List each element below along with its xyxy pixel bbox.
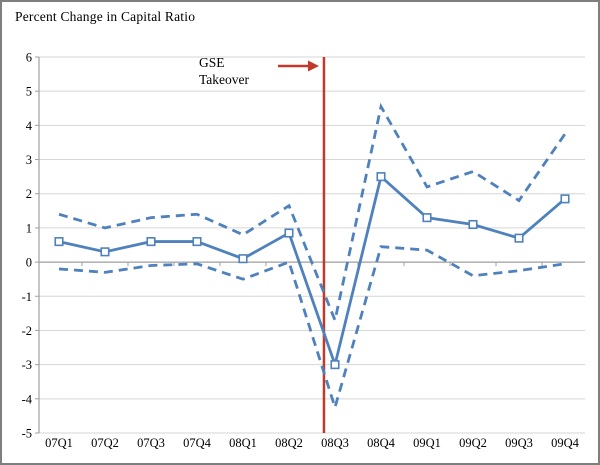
x-axis-label: 09Q1: [413, 436, 441, 450]
y-axis-label: -3: [22, 358, 32, 372]
x-axis-label: 08Q3: [321, 436, 349, 450]
data-point-marker: [514, 233, 524, 243]
series-line-upper-band: [58, 102, 567, 325]
data-point-marker: [192, 237, 202, 247]
data-point-marker: [146, 237, 156, 247]
arrow-right-icon: [307, 60, 319, 72]
data-point-marker: [376, 172, 386, 182]
y-axis-label: 4: [26, 119, 33, 133]
x-axis-label: 07Q1: [45, 436, 73, 450]
data-point-marker: [422, 213, 432, 223]
data-point-marker: [330, 360, 340, 370]
y-axis-label: -2: [22, 324, 32, 338]
x-axis-label: 07Q4: [183, 436, 212, 450]
gse-annotation-line1: GSE: [199, 55, 225, 70]
data-point-marker: [468, 219, 478, 230]
data-point-marker: [100, 247, 110, 257]
data-point-marker: [284, 228, 294, 238]
y-axis-label: 0: [26, 256, 32, 270]
y-axis-label: 1: [26, 221, 32, 235]
y-axis-label: 5: [26, 85, 32, 99]
y-axis-label: -1: [22, 290, 32, 304]
y-axis-label: 2: [26, 187, 32, 201]
chart-title: Percent Change in Capital Ratio: [15, 9, 196, 24]
series-line-lower-band: [58, 245, 566, 413]
gse-annotation-line2: Takeover: [199, 72, 250, 87]
x-axis-label: 07Q2: [91, 436, 119, 450]
data-point-marker: [238, 254, 248, 264]
x-axis-label: 08Q2: [275, 436, 303, 450]
gse-takeover-annotation: GSE Takeover: [199, 54, 249, 88]
y-axis-label: -5: [22, 427, 32, 441]
y-axis-label: 3: [26, 153, 32, 167]
y-axis-label: 6: [26, 51, 32, 65]
x-axis-label: 09Q3: [505, 436, 533, 450]
x-axis-label: 09Q2: [459, 436, 487, 450]
data-point-marker: [54, 237, 64, 247]
series-line-percent-change-capital-ratio: [58, 174, 566, 370]
x-axis-label: 08Q1: [229, 436, 257, 450]
x-axis-label: 09Q4: [551, 436, 580, 450]
y-axis-label: -4: [22, 392, 33, 406]
data-point-marker: [560, 194, 570, 204]
x-axis-label: 07Q3: [137, 436, 165, 450]
x-axis-label: 08Q4: [367, 436, 396, 450]
